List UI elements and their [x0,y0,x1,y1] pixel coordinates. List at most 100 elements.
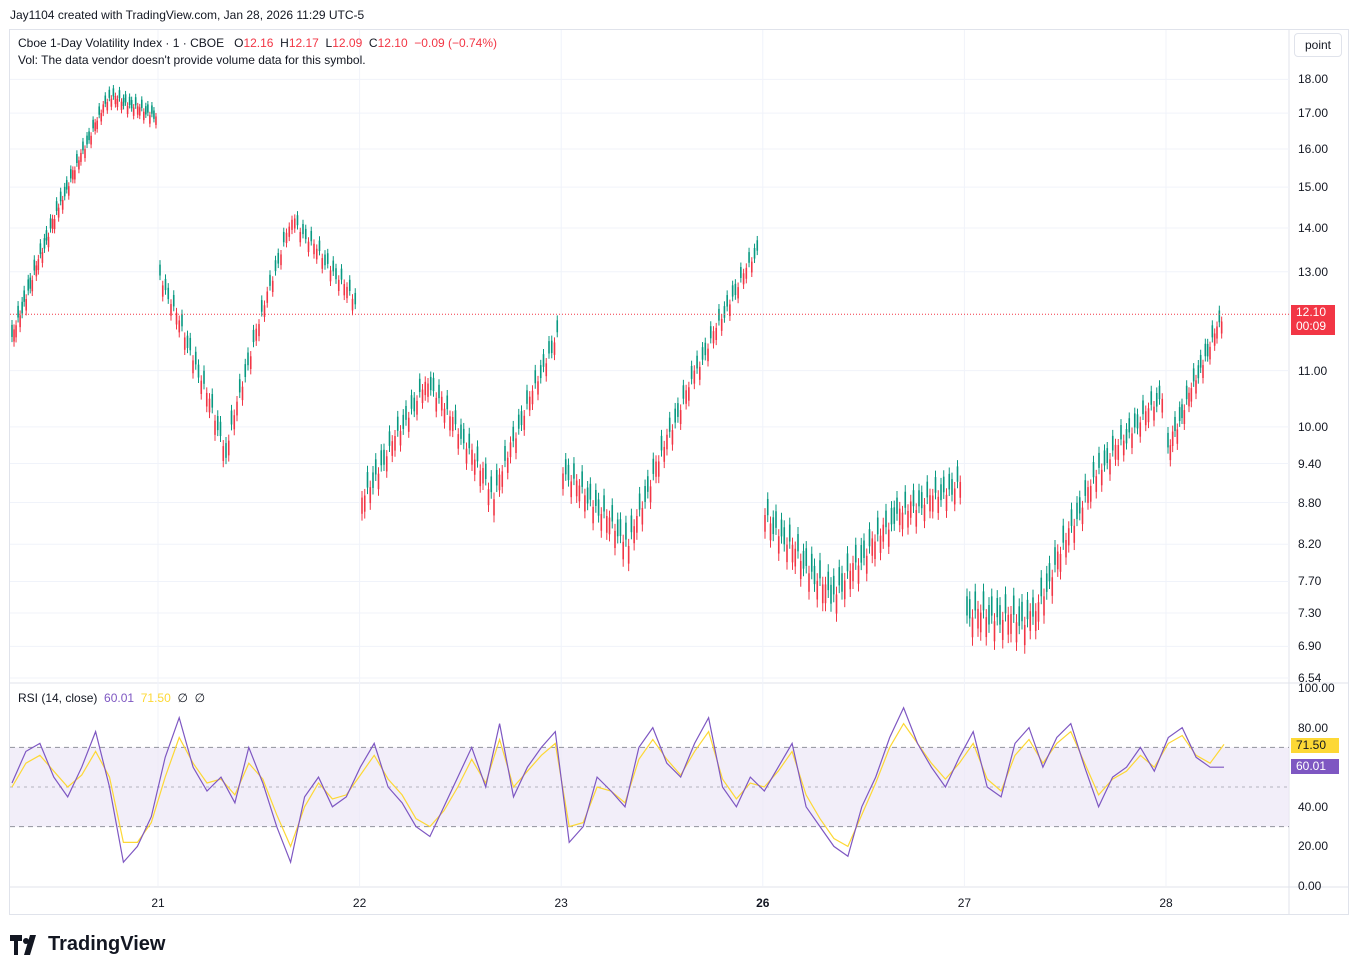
candle-body [1195,380,1197,394]
candle-body [161,285,164,297]
rsi-badge: 60.01 [1291,759,1339,774]
candle-body [824,584,827,604]
candle-body [72,170,74,180]
candle-body [159,264,161,276]
candle-body [996,597,999,618]
candle-body [1045,573,1048,592]
candle-body [1181,404,1183,419]
candle-body [383,449,385,465]
candle-body [515,438,517,454]
candle-body [674,408,676,423]
time-tick-label: 21 [151,896,165,910]
candle-body [112,88,115,97]
candle-body [581,471,583,487]
candle-body [37,259,40,271]
candle-body [644,486,646,502]
candle-body [1111,435,1114,451]
candle-body [1084,480,1087,496]
candle-body [200,380,203,394]
candle-body [132,107,135,116]
tradingview-logo[interactable]: TradingView [10,933,165,956]
candle-body [918,490,920,507]
candle-body [1174,416,1176,432]
candle-body [1076,502,1078,520]
candle-body [1004,594,1007,614]
candle-body [940,484,942,501]
candle-body [564,459,567,475]
candle-body [27,279,30,291]
candle-body [723,306,726,318]
candle-body [402,414,405,429]
candle-body [537,381,539,395]
candle-body [238,379,241,393]
candle-body [953,488,956,505]
price-tick-label: 7.30 [1298,605,1322,620]
candle-body [734,283,737,296]
candle-body [786,544,788,563]
candle-body [616,519,619,537]
candle-body [707,348,709,362]
candle-body [974,591,977,611]
candle-body [189,337,192,351]
price-legend: Cboe 1-Day Volatility Index · 1 · CBOE O… [18,36,497,50]
scale-mode-button[interactable]: point [1294,33,1342,57]
candle-body [523,415,526,430]
candle-body [230,410,233,425]
candle-body [39,243,42,254]
candle-body [520,411,523,426]
candle-body [1092,461,1095,478]
candle-body [70,169,72,179]
candle-body [90,135,92,145]
candle-body [929,495,931,512]
candle-body [1087,487,1089,504]
candle-body [274,260,277,272]
rsi-extra-2: ∅ [194,691,206,705]
candle-body [236,401,238,416]
rsi-tick-label: 80.00 [1298,720,1329,735]
price-tick-label: 8.20 [1298,537,1322,552]
candle-body [920,492,923,509]
candle-body [473,459,476,475]
rsi-tick-label: 0.00 [1298,879,1322,893]
candle-body [1122,440,1125,456]
candle-body [78,160,80,170]
candle-body [380,450,383,466]
candle-body [1204,343,1207,357]
candle-body [808,573,810,592]
price-tick-label: 13.00 [1298,264,1329,279]
candle-body [923,504,926,522]
candle-body [611,505,614,522]
candle-body [1128,418,1131,433]
time-tick-label: 22 [352,896,367,910]
candle-body [805,548,808,566]
candle-body [369,487,372,504]
candle-body [740,267,742,278]
candle-body [247,352,249,366]
candle-body [550,340,553,354]
candle-body [671,430,674,445]
candle-body [271,280,274,293]
candle-body [465,448,468,464]
candle-body [332,260,335,272]
candle-body [263,305,266,317]
candle-body [865,555,868,574]
candle-body [772,517,775,535]
candle-body [410,395,413,409]
candle-body [82,141,84,151]
price-tick-label: 8.80 [1298,495,1322,510]
candle-body [966,596,968,616]
candle-body [55,201,58,211]
candle-body [636,515,638,533]
candle-body [788,524,791,542]
candle-body [340,268,343,280]
candle-body [255,328,258,341]
candle-body [1183,410,1186,425]
candle-body [819,560,821,579]
candle-body [934,477,937,493]
candle-body [926,481,929,498]
candle-body [346,286,348,299]
candle-body [720,318,723,331]
candle-body [956,466,959,482]
candle-body [291,219,293,230]
